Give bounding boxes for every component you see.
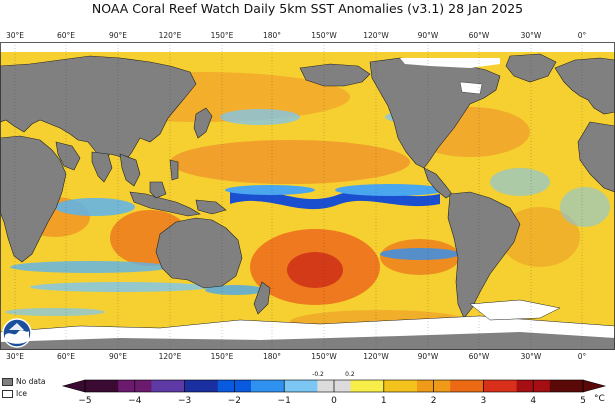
- colorbar-arrow-max: [582, 379, 607, 393]
- colorbar-segment: [284, 380, 318, 392]
- land-greenland: [505, 53, 557, 83]
- longitude-tick-label: 150°W: [311, 352, 337, 361]
- land-arabia: [55, 141, 81, 171]
- longitude-tick-label: 90°E: [108, 352, 128, 361]
- longitude-tick-label: 60°W: [468, 352, 490, 361]
- longitude-tick-label: 30°E: [5, 352, 25, 361]
- longitude-tick-label: 150°W: [311, 31, 337, 40]
- land-se-asia: [119, 153, 141, 187]
- no-data-label: No data: [16, 377, 46, 386]
- colorbar-tick-label: 3: [480, 396, 487, 406]
- colorbar-segment: [549, 380, 584, 392]
- ice-label: Ice: [16, 389, 27, 398]
- colorbar-segment: [184, 380, 219, 392]
- colorbar-segment: [151, 380, 186, 392]
- land-philippines: [169, 159, 179, 181]
- land-japan: [193, 107, 213, 139]
- noaa-logo: [2, 318, 32, 348]
- longitude-tick-label: 120°E: [158, 31, 182, 40]
- land-central-america: [423, 167, 453, 199]
- longitude-tick-label: 150°E: [210, 31, 234, 40]
- longitude-tick-label: 150°E: [210, 352, 234, 361]
- longitude-tick-label: 30°W: [520, 352, 542, 361]
- longitude-ticks-top: 30°E 60°E 90°E 120°E 150°E 180° 150°W 120°W 90°W…: [0, 31, 615, 43]
- sst-anomaly-map: [0, 42, 615, 350]
- colorbar-arrow-min: [61, 379, 86, 393]
- longitude-tick-label: 120°E: [158, 352, 182, 361]
- colorbar-tick-label: 1: [380, 396, 387, 406]
- longitude-tick-label: 120°W: [363, 31, 389, 40]
- colorbar-segment: [350, 380, 385, 392]
- ice-swatch: [2, 390, 13, 398]
- page-title: NOAA Coral Reef Watch Daily 5km SST Anom…: [91, 1, 524, 16]
- land-borneo: [149, 181, 167, 199]
- land-africa: [0, 135, 67, 263]
- colorbar-segment: [450, 380, 484, 392]
- longitude-tick-label: 180°: [262, 352, 282, 361]
- land-india: [91, 151, 113, 183]
- graticule: [14, 42, 583, 350]
- colorbar-segment: [251, 380, 285, 392]
- colorbar-tick-label: −1: [277, 396, 291, 406]
- land-australia: [155, 217, 243, 289]
- longitude-tick-label: 120°W: [363, 352, 389, 361]
- colorbar-tick-label: −5: [78, 396, 92, 406]
- longitude-tick-label: 60°E: [56, 352, 76, 361]
- colorbar-tick-label: 5: [580, 396, 586, 406]
- colorbar-unit-label: °C: [594, 394, 605, 404]
- longitude-ticks-bottom: 30°E 60°E 90°E 120°E 150°E 180° 150°W 120°W 90°W…: [0, 352, 615, 364]
- colorbar-tick-label: −3: [177, 396, 192, 406]
- land-alaska: [299, 63, 371, 87]
- longitude-tick-label: 60°W: [468, 31, 490, 40]
- antarctica: [0, 299, 615, 350]
- colorbar-minor-label: 0.2: [345, 371, 355, 378]
- longitude-tick-label: 30°W: [520, 31, 542, 40]
- longitude-tick-label: 90°W: [417, 31, 439, 40]
- colorbar-minor-label: -0.2: [312, 371, 324, 378]
- land-new-guinea: [195, 199, 227, 215]
- longitude-tick-label: 90°E: [108, 31, 128, 40]
- arctic-ice: [0, 42, 615, 95]
- colorbar-tick-label: −2: [227, 396, 242, 406]
- land-northern-europe: [554, 57, 615, 115]
- longitude-tick-label: 90°W: [417, 352, 439, 361]
- land-south-america: [447, 191, 521, 319]
- longitude-tick-label: 30°E: [5, 31, 25, 40]
- colorbar-segment: [383, 380, 418, 392]
- colorbar-tick-label: −4: [128, 396, 142, 406]
- longitude-tick-label: 180°: [262, 31, 282, 40]
- no-data-swatch: [2, 378, 13, 386]
- colorbar: [61, 379, 607, 393]
- colorbar-tick-label: 2: [430, 396, 437, 406]
- longitude-tick-label: 60°E: [56, 31, 76, 40]
- land-masses: [0, 53, 615, 319]
- land-new-zealand: [253, 281, 271, 315]
- colorbar-segment: [483, 380, 518, 392]
- colorbar-segment: [85, 380, 119, 392]
- colorbar-tick-label: 4: [530, 396, 537, 406]
- land-africa-west: [577, 121, 615, 193]
- longitude-tick-label: 0°: [577, 31, 587, 40]
- longitude-tick-label: 0°: [577, 352, 587, 361]
- colorbar-tick-label: 0: [331, 396, 337, 406]
